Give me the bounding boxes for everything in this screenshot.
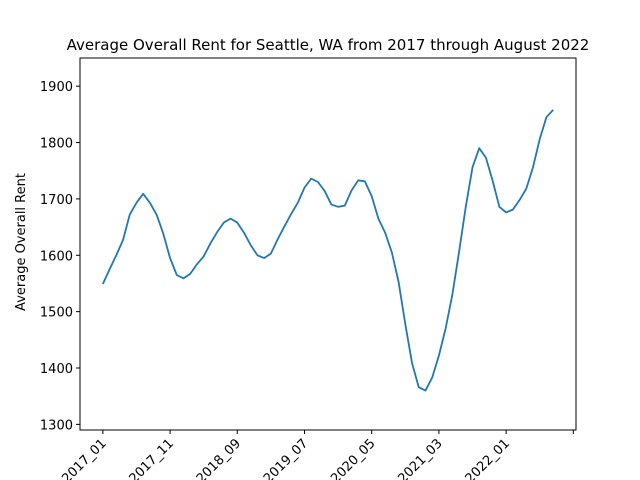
x-tick-label: 2020_05 xyxy=(328,436,378,480)
y-axis: 1300 1400 1500 1600 1700 1800 1900 xyxy=(40,80,80,433)
y-tick-label: 1900 xyxy=(40,80,73,95)
x-tick-label: 2017_11 xyxy=(127,436,177,480)
y-axis-label: Average Overall Rent xyxy=(14,173,29,311)
x-axis: 2017_01 2017_11 2018_09 2019_07 2020_05 2021_… xyxy=(59,430,574,480)
chart-title: Average Overall Rent for Seattle, WA fro… xyxy=(67,36,590,54)
y-tick-label: 1800 xyxy=(40,137,73,152)
x-tick-label: 2019_07 xyxy=(261,436,311,480)
plot-area-frame xyxy=(79,57,577,431)
x-tick-label: 2017_01 xyxy=(59,436,109,480)
x-tick-label: 2021_03 xyxy=(395,436,445,480)
x-tick-label: 2018_09 xyxy=(194,436,244,480)
series-line-average-rent xyxy=(102,109,554,392)
y-tick-label: 1500 xyxy=(40,306,73,321)
y-tick-label: 1700 xyxy=(40,193,73,208)
y-tick-label: 1300 xyxy=(40,418,73,433)
x-tick-label: 2022_01 xyxy=(463,436,513,480)
y-tick-label: 1400 xyxy=(40,362,73,377)
y-tick-label: 1600 xyxy=(40,249,73,264)
